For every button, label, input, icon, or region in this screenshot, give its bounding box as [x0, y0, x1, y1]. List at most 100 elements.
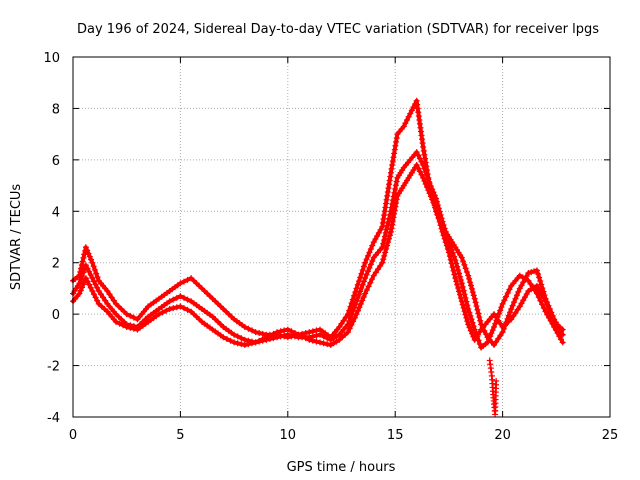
data-point-track-3	[429, 196, 436, 203]
data-point-track-1	[84, 247, 91, 254]
data-point-track-2	[455, 267, 462, 274]
data-point-track-3	[291, 330, 298, 336]
data-point-track-3	[549, 315, 556, 322]
data-point-track-2	[476, 340, 483, 347]
data-point-track-3	[76, 290, 83, 297]
data-point-track-2	[87, 271, 94, 278]
data-point-track-2	[102, 297, 109, 304]
data-point-track-3	[77, 287, 84, 294]
data-point-track-3	[123, 324, 130, 330]
data-point-track-1	[465, 272, 472, 279]
data-point-track-2	[471, 326, 478, 333]
data-point-track-2	[393, 178, 400, 185]
data-point-track-3	[256, 337, 263, 344]
data-point-track-2	[392, 182, 399, 189]
data-point-track-1	[357, 274, 364, 281]
data-point-track-3	[353, 311, 360, 318]
data-point-track-3	[155, 311, 162, 318]
data-point-track-1	[393, 138, 400, 145]
data-point-track-3	[426, 190, 433, 197]
data-point-track-1	[252, 329, 259, 336]
data-point-track-2	[484, 339, 491, 346]
data-point-track-2	[92, 281, 99, 288]
data-point-track-1	[508, 306, 515, 312]
data-point-track-3	[379, 259, 386, 266]
data-point-track-1	[462, 265, 469, 272]
data-point-track-2	[504, 290, 511, 297]
data-point-track-1	[421, 151, 428, 158]
data-point-track-1	[377, 226, 384, 233]
data-point-track-1	[385, 185, 392, 192]
data-point-track-3	[234, 340, 241, 347]
data-point-track-1	[338, 320, 345, 327]
data-point-track-3	[360, 294, 367, 300]
data-point-track-2	[416, 155, 423, 162]
data-point-track-2	[363, 271, 370, 278]
data-point-track-3	[535, 285, 542, 292]
data-point-track-1	[525, 270, 532, 276]
data-point-track-2	[429, 186, 436, 193]
data-point-track-1	[518, 282, 525, 289]
data-point-track-2	[464, 302, 471, 309]
data-point-track-1	[259, 330, 266, 337]
data-point-track-1	[90, 263, 97, 270]
data-point-track-1	[360, 263, 367, 270]
data-point-track-3	[163, 307, 170, 314]
data-point-track-1	[184, 276, 191, 283]
data-point-track-2	[354, 294, 361, 301]
data-point-track-2	[458, 280, 465, 287]
data-point-track-3	[418, 171, 425, 178]
data-point-track-2	[381, 237, 388, 244]
data-point-track-3	[346, 325, 353, 332]
data-point-track-2	[320, 333, 327, 340]
data-point-track-2	[355, 291, 362, 298]
data-point-track-3	[521, 294, 528, 301]
data-point-track-1	[372, 236, 379, 243]
data-point-track-3	[84, 278, 91, 285]
data-point-track-3	[453, 278, 460, 285]
grid	[73, 57, 610, 417]
data-point-track-3	[79, 284, 86, 291]
data-point-track-3	[350, 318, 357, 325]
data-point-track-2	[381, 233, 388, 240]
data-point-track-2	[379, 244, 386, 251]
data-point-track-2	[359, 281, 366, 288]
data-point-track-3	[436, 218, 443, 225]
data-point-track-1	[420, 144, 427, 150]
data-point-track-3	[359, 297, 366, 304]
y-tick-label: 10	[43, 51, 60, 66]
data-point-track-3	[90, 291, 97, 298]
data-point-track-1	[467, 279, 474, 286]
data-point-track-3	[277, 328, 284, 335]
data-point-track-2	[90, 278, 97, 285]
data-point-track-3	[166, 306, 173, 312]
data-point-track-3	[299, 333, 306, 340]
data-point-track-1	[531, 268, 538, 275]
data-point-track-2	[465, 306, 472, 312]
data-point-track-2	[533, 290, 540, 297]
data-point-track-1	[473, 303, 480, 310]
data-point-track-3	[514, 306, 521, 313]
data-point-track-2	[238, 335, 245, 342]
data-point-track-1	[104, 288, 111, 294]
data-point-track-3	[180, 305, 187, 312]
data-point-track-3	[465, 321, 472, 328]
data-point-track-2	[433, 195, 440, 202]
data-point-track-1	[313, 327, 320, 334]
data-point-track-3	[559, 326, 566, 333]
data-point-track-2	[457, 276, 464, 283]
data-point-track-2	[366, 264, 373, 271]
data-point-track-2	[456, 270, 463, 277]
data-point-track-1	[391, 150, 398, 157]
data-point-track-2	[382, 229, 389, 236]
data-point-track-1	[410, 104, 417, 111]
data-point-track-1	[336, 324, 343, 330]
data-point-track-3	[421, 177, 428, 184]
data-point-track-2	[184, 296, 191, 303]
data-point-track-1	[108, 294, 115, 301]
data-point-track-1	[352, 289, 359, 296]
data-point-track-1	[477, 317, 484, 324]
data-point-track-2	[422, 169, 429, 176]
data-point-track-3	[461, 308, 468, 315]
data-point-track-1	[392, 142, 399, 149]
